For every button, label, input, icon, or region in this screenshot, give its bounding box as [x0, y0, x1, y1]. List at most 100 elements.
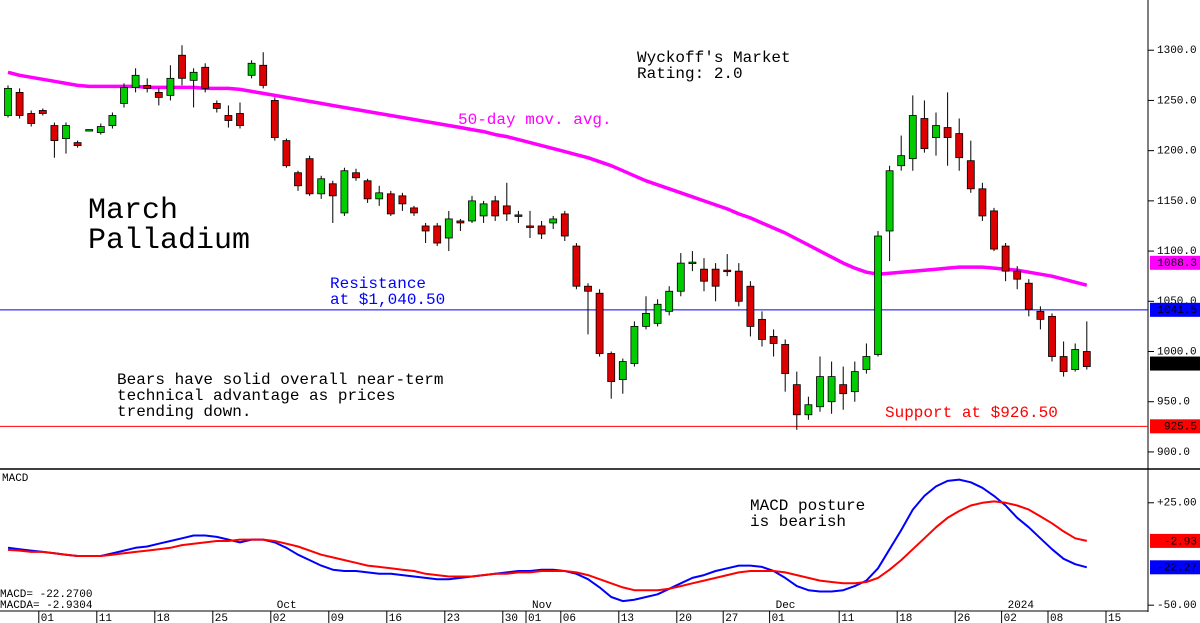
y-tick-label: 1250.0 [1157, 95, 1197, 107]
candle-body [236, 113, 244, 126]
x-tick-label: 13 [621, 613, 634, 623]
month-label: Oct [277, 600, 297, 612]
candle-body [166, 77, 175, 96]
candle-body [50, 125, 59, 142]
rating-text: Rating: 2.0 [637, 65, 743, 83]
candle-body [224, 115, 233, 121]
x-tick-label: 27 [725, 613, 738, 623]
candle-body [1024, 282, 1033, 310]
x-tick-label: 30 [505, 613, 518, 623]
x-tick-label: 16 [389, 613, 402, 623]
candle-body [189, 71, 198, 81]
value-box-label: 1088.3 [1157, 258, 1197, 270]
candle-body [259, 64, 268, 86]
x-tick-label: 11 [99, 613, 113, 623]
candle-body [920, 118, 929, 150]
y-tick-label: 1200.0 [1157, 146, 1197, 158]
x-tick-label: 23 [447, 613, 460, 623]
ma-label: 50-day mov. avg. [458, 111, 612, 129]
candle-body [769, 336, 778, 344]
macd-line [7, 500, 1088, 592]
candle-body [746, 285, 755, 327]
candle-body [978, 188, 987, 217]
candle-body [340, 170, 349, 214]
candle-body [1071, 349, 1080, 370]
candle-body [468, 200, 476, 222]
candle-body [792, 384, 801, 416]
candle-body [328, 183, 337, 197]
candle-body [143, 84, 152, 89]
candle-body [294, 172, 302, 187]
candle-body [781, 344, 790, 374]
candle-body [108, 115, 117, 126]
month-label: Dec [776, 600, 796, 612]
candle-body [804, 404, 813, 416]
candle-body [572, 245, 581, 287]
support-text: Support at $926.50 [885, 404, 1058, 422]
x-tick-label: 15 [1108, 613, 1121, 623]
y-tick-label: 950.0 [1157, 397, 1190, 409]
candle-body [363, 180, 372, 200]
macd-title: MACD [2, 473, 29, 485]
candle-body [62, 125, 70, 139]
candle-body [595, 292, 604, 354]
candle-body [502, 205, 511, 215]
x-tick-label: 01 [528, 613, 542, 623]
candle-body [305, 158, 314, 195]
candle-body [73, 142, 82, 147]
candle-body [560, 213, 569, 237]
candle-body [723, 269, 732, 273]
candle-body [410, 207, 418, 214]
candle-body [444, 218, 453, 239]
candle-body [317, 178, 326, 195]
candle-body [1048, 315, 1056, 357]
chart-title: Palladium [88, 224, 250, 258]
candle-body [665, 290, 674, 312]
value-box [1150, 560, 1200, 575]
value-box [1150, 356, 1200, 371]
candle-body [676, 262, 685, 292]
value-box-label: -22.27 [1157, 563, 1197, 575]
note-text: trending down. [117, 403, 251, 421]
candle-body [549, 218, 558, 224]
candle-body [4, 87, 12, 116]
candle-body [212, 103, 221, 109]
candle-body [1036, 310, 1045, 320]
candle-body [955, 133, 964, 159]
value-box [1150, 302, 1200, 317]
candle-body [1001, 245, 1010, 272]
candle-body [15, 91, 24, 116]
x-tick-label: 18 [899, 613, 912, 623]
x-tick-label: 09 [331, 613, 344, 623]
x-tick-label: 20 [679, 613, 692, 623]
candle-body [711, 268, 720, 287]
x-tick-label: 11 [841, 613, 855, 623]
candle-body [120, 86, 128, 104]
candle-body [537, 225, 546, 235]
candle-body [862, 356, 871, 370]
candle-body [827, 376, 836, 403]
candle-body [178, 54, 186, 79]
y-tick-label: 1150.0 [1157, 196, 1197, 208]
candle-body [850, 371, 859, 393]
y-tick-label: +25.00 [1157, 498, 1197, 510]
candle-body [96, 126, 105, 133]
candle-body [154, 91, 163, 98]
macd-panel: +25.00 -50.00 -2.93 -22.27 [7, 478, 1200, 612]
y-tick-label: 1100.0 [1157, 246, 1197, 258]
candle-body [874, 235, 882, 355]
resistance-text: at $1,040.50 [330, 291, 445, 309]
candle-body [908, 115, 917, 160]
candle-body [131, 74, 140, 88]
candle-body [433, 225, 442, 244]
candle-body [943, 127, 952, 138]
y-tick-label: 1000.0 [1157, 346, 1197, 358]
candle-body [1059, 356, 1068, 372]
candle-body [688, 261, 697, 265]
candle-body [816, 376, 824, 408]
macd-line [7, 478, 1088, 603]
candle-body [1013, 270, 1022, 280]
candle-body [607, 353, 616, 383]
resistance-text: Resistance [330, 275, 426, 293]
macd-readout: MACDA= -2.9304 [0, 600, 93, 612]
